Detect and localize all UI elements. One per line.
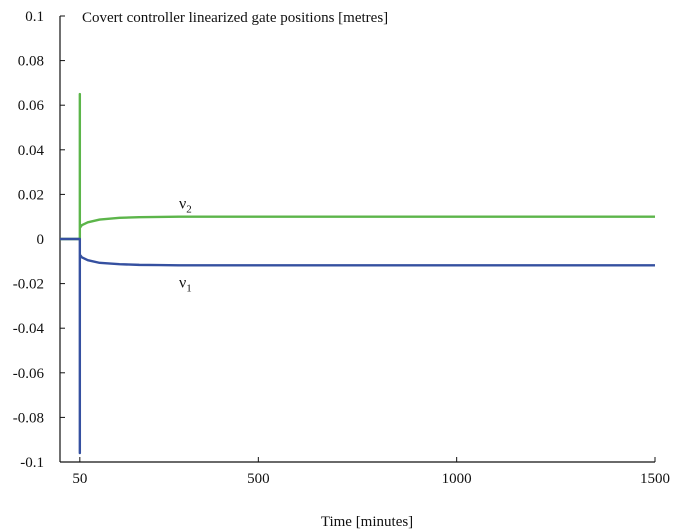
- series-label-nu2: ν2: [179, 196, 192, 216]
- y-tick-label: 0: [37, 232, 45, 248]
- series-label-main: ν: [179, 274, 186, 291]
- x-axis-ticks: 50 500 1000 1500: [72, 457, 670, 487]
- series-label-subscript: 1: [186, 282, 192, 294]
- x-tick-label: 500: [247, 471, 270, 487]
- y-axis-ticks: -0.1 -0.08 -0.06 -0.04 -0.02 0 0.02 0.04 0.06 0.0…: [13, 9, 65, 471]
- series-label-subscript: 2: [186, 204, 192, 216]
- x-axis-title: Time [minutes]: [321, 514, 413, 530]
- y-tick-label: -0.04: [13, 321, 45, 337]
- y-tick-label: 0.08: [18, 54, 44, 70]
- y-tick-label: 0.1: [25, 9, 44, 25]
- series-label-nu1: ν1: [179, 274, 192, 294]
- y-tick-label: -0.08: [13, 410, 44, 426]
- series-line-nu1: [60, 237, 655, 455]
- y-tick-label: -0.06: [13, 366, 45, 382]
- x-tick-label: 50: [72, 471, 87, 487]
- chart-title: Covert controller linearized gate positi…: [82, 10, 388, 26]
- series-group: [60, 92, 655, 455]
- y-tick-label: 0.04: [18, 143, 45, 159]
- y-tick-label: -0.02: [13, 277, 44, 293]
- series-label-main: ν: [179, 196, 186, 213]
- x-tick-label: 1000: [442, 471, 472, 487]
- series-line-nu2: [60, 92, 655, 241]
- y-tick-label: 0.06: [18, 98, 45, 114]
- y-tick-label: -0.1: [20, 455, 44, 471]
- y-tick-label: 0.02: [18, 187, 44, 203]
- x-tick-label: 1500: [640, 471, 670, 487]
